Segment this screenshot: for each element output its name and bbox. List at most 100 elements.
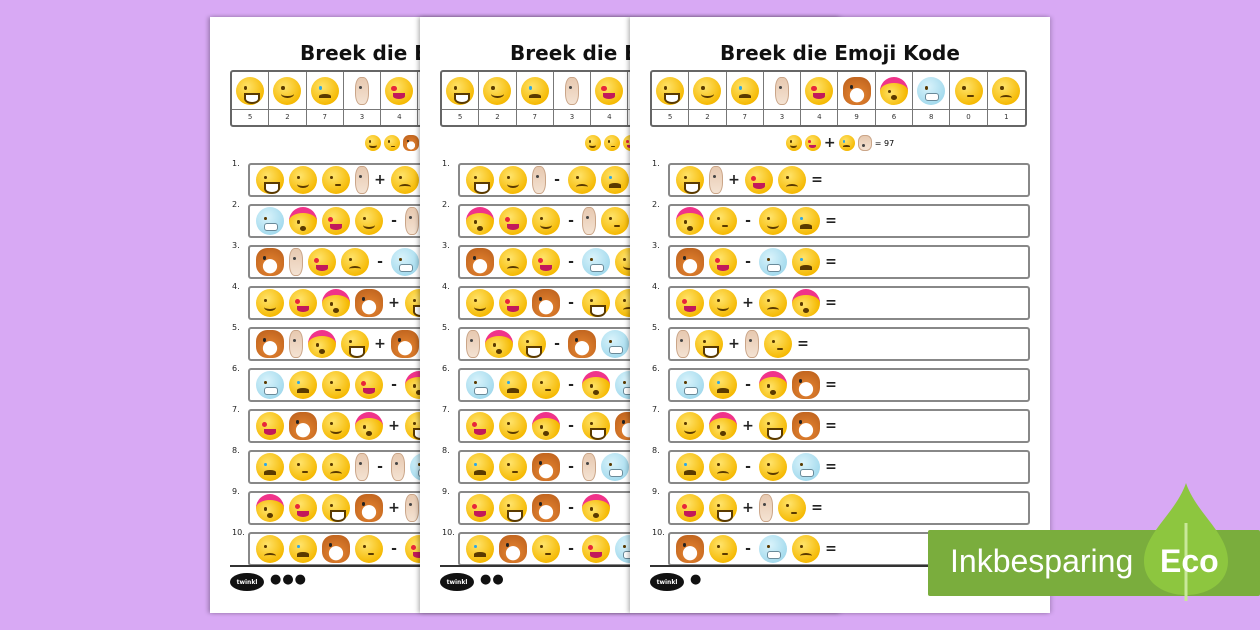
answer-box[interactable]: - = (668, 245, 1030, 279)
emoji-smile-icon (709, 289, 737, 317)
emoji-grin-icon (582, 289, 610, 317)
twinkl-logo: twinkl (230, 573, 264, 591)
emoji-grin-icon (709, 494, 737, 522)
problem-number: 5. (442, 323, 450, 332)
answer-box[interactable]: - = (668, 450, 1030, 484)
problem-row: 7. + = (650, 405, 1030, 445)
emoji-hamster-icon (322, 535, 350, 563)
code-key-number: 2 (495, 113, 500, 121)
emoji-shock-icon (308, 330, 336, 358)
problem-number: 3. (652, 241, 660, 250)
code-key-emoji (875, 72, 913, 110)
eco-label: Eco (1160, 543, 1219, 579)
code-key-cell: 5 (652, 72, 690, 125)
code-key-number: 2 (705, 113, 710, 121)
problem-number: 10. (652, 528, 665, 537)
emoji-hearts-icon (676, 494, 704, 522)
operator: + (742, 500, 754, 516)
problem-number: 8. (232, 446, 240, 455)
problem-number: 10. (232, 528, 245, 537)
emoji-frown-icon (499, 248, 527, 276)
code-key-emoji (652, 72, 689, 110)
emoji-rabbit-icon (405, 494, 419, 522)
code-key-number: 6 (891, 113, 897, 121)
emoji-hamster-icon (532, 453, 560, 481)
emoji-grin-icon (656, 76, 685, 105)
emoji-cry-icon (289, 371, 317, 399)
operator: + (742, 295, 754, 311)
operator: - (568, 459, 574, 475)
emoji-smile-icon (785, 135, 802, 151)
eco-banner-label: Inkbesparing (950, 543, 1134, 579)
emoji-grin-icon (695, 330, 723, 358)
answer-box[interactable]: + = (668, 286, 1030, 320)
problem-number: 9. (232, 487, 240, 496)
code-key-number: 3 (779, 113, 785, 121)
emoji-hamster-icon (568, 330, 596, 358)
code-key-cell: 2 (479, 72, 517, 125)
emoji-cold-icon (466, 371, 494, 399)
problem-number: 8. (652, 446, 660, 455)
emoji-think-icon (532, 535, 560, 563)
operator: - (391, 541, 397, 557)
operator: - (377, 459, 383, 475)
operator: + (728, 172, 740, 188)
code-key-emoji (838, 72, 875, 110)
operator: - (745, 541, 751, 557)
problem-number: 4. (442, 282, 450, 291)
emoji-hamster-icon (289, 412, 317, 440)
answer-box[interactable]: + = (668, 163, 1030, 197)
worksheet-title: Breek die Emoji Kode (720, 41, 960, 65)
problem-number: 4. (232, 282, 240, 291)
emoji-grin-icon (518, 330, 546, 358)
emoji-think-icon (322, 371, 350, 399)
emoji-cry-icon (466, 453, 494, 481)
code-key-emoji (763, 72, 801, 110)
emoji-smile-icon (256, 289, 284, 317)
answer-box[interactable]: + = (668, 327, 1030, 361)
problem-number: 9. (652, 487, 660, 496)
operator: - (745, 377, 751, 393)
emoji-smile-icon (322, 412, 350, 440)
emoji-hearts-icon (355, 371, 383, 399)
emoji-rabbit-icon (676, 330, 690, 358)
code-key-cell: 4 (801, 72, 839, 125)
problem-number: 8. (442, 446, 450, 455)
answer-box[interactable]: - = (668, 204, 1030, 238)
emoji-grin-icon (341, 330, 369, 358)
emoji-smile-icon (365, 135, 381, 151)
code-key-number: 3 (569, 113, 575, 121)
emoji-think-icon (499, 453, 527, 481)
problem-row: 4. + = (650, 282, 1030, 322)
emoji-hamster-icon (256, 330, 284, 358)
emoji-shock-icon (532, 412, 560, 440)
code-key-number: 3 (359, 113, 365, 121)
code-key-cell: 5 (232, 72, 270, 125)
problem-row: 9. + (230, 487, 610, 527)
emoji-smile-icon (759, 453, 787, 481)
emoji-grin-icon (759, 412, 787, 440)
emoji-hearts-icon (466, 412, 494, 440)
emoji-think-icon (355, 535, 383, 563)
emoji-rabbit-icon (289, 330, 303, 358)
code-key-emoji (950, 72, 987, 110)
operator: - (568, 500, 574, 516)
code-key-cell: 7 (516, 72, 554, 125)
emoji-hearts-icon (466, 494, 494, 522)
answer-box[interactable]: - = (668, 368, 1030, 402)
emoji-hearts-icon (289, 494, 317, 522)
emoji-shock-icon (582, 494, 610, 522)
code-key-emoji (726, 72, 763, 110)
answer-box[interactable]: + = (668, 491, 1030, 525)
answer-box[interactable]: + = (668, 409, 1030, 443)
emoji-shock-icon (289, 207, 317, 235)
operator: + (823, 135, 836, 151)
emoji-hamster-icon (355, 494, 383, 522)
emoji-hamster-icon (792, 371, 820, 399)
problem-number: 1. (232, 159, 240, 168)
emoji-shock-icon (759, 371, 787, 399)
emoji-shock-icon (879, 76, 908, 105)
operator: - (568, 377, 574, 393)
emoji-shock-icon (466, 207, 494, 235)
code-key-emoji (516, 72, 553, 110)
